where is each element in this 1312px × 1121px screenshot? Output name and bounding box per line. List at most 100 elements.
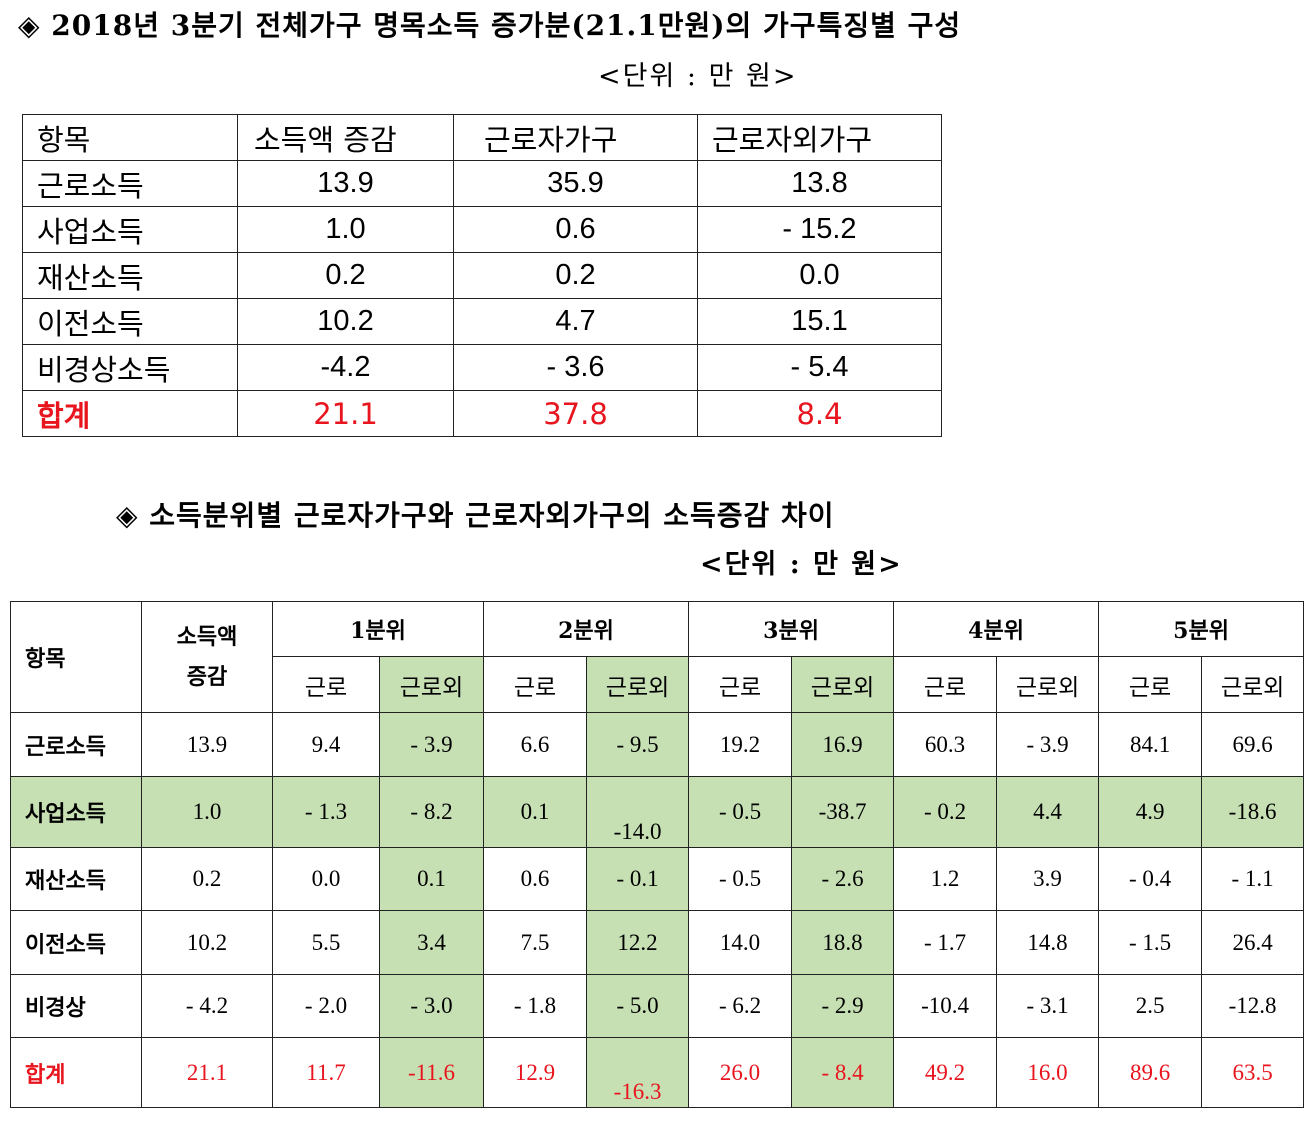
cell-income-change: 0.2	[237, 252, 454, 299]
table-row: 이전소득 10.2 5.5 3.4 7.5 12.2 14.0 18.8 - 1…	[10, 910, 1305, 975]
cell-income-change: 21.1	[237, 390, 454, 437]
cell-value: 89.6	[1098, 1037, 1203, 1108]
household-composition-table: 항목 소득액 증감 근로자가구 근로자외가구 근로소득 13.9 35.9 13…	[22, 114, 942, 437]
section1-title: ◈ 2018년 3분기 전체가구 명목소득 증가분(21.1만원)의 가구특징별…	[18, 9, 962, 42]
cell-income-change: -4.2	[237, 344, 454, 391]
cell-value: 0.2	[141, 847, 273, 911]
cell-value: - 6.2	[688, 974, 793, 1038]
header-quintile-3: 3분위	[688, 601, 895, 657]
cell-value: 4.9	[1098, 776, 1203, 848]
subheader-worker: 근로	[688, 656, 793, 713]
table-row: 비경상소득 -4.2 - 3.6 - 5.4	[22, 344, 942, 391]
cell-value: 16.0	[996, 1037, 1100, 1108]
row-label-total: 합계	[10, 1037, 142, 1108]
cell-value: -14.0	[586, 776, 690, 848]
subheader-nonworker: 근로외	[586, 656, 690, 713]
cell-worker: 0.6	[453, 206, 698, 253]
table-header-row: 항목 소득액 증감 근로자가구 근로자외가구	[22, 114, 942, 161]
cell-worker: 0.2	[453, 252, 698, 299]
row-label: 비경상소득	[22, 344, 238, 391]
header-worker-household: 근로자가구	[453, 114, 698, 161]
cell-income-change: 10.2	[237, 298, 454, 345]
cell-value: - 1.5	[1098, 910, 1203, 975]
cell-value: 49.2	[893, 1037, 998, 1108]
row-label: 이전소득	[10, 910, 142, 975]
cell-value: 13.9	[141, 712, 273, 777]
cell-value: 84.1	[1098, 712, 1203, 777]
cell-value: - 1.3	[272, 776, 380, 848]
subheader-worker: 근로	[893, 656, 998, 713]
cell-value: 19.2	[688, 712, 793, 777]
row-label: 이전소득	[22, 298, 238, 345]
cell-value: - 0.1	[586, 847, 690, 911]
cell-value: - 8.2	[378, 776, 485, 848]
table-row: 사업소득 1.0 - 1.3 - 8.2 0.1 -14.0 - 0.5 -38…	[10, 776, 1305, 848]
table-row: 근로소득 13.9 9.4 - 3.9 6.6 - 9.5 19.2 16.9 …	[10, 712, 1305, 777]
cell-value: 63.5	[1201, 1037, 1305, 1108]
subheader-nonworker: 근로외	[791, 656, 895, 713]
row-label: 사업소득	[10, 776, 142, 848]
row-label: 비경상	[10, 974, 142, 1038]
cell-value: 3.9	[996, 847, 1100, 911]
cell-value: - 2.6	[791, 847, 895, 911]
subheader-worker: 근로	[272, 656, 380, 713]
subheader-worker: 근로	[483, 656, 588, 713]
cell-income-change: 1.0	[237, 206, 454, 253]
cell-value: 12.9	[483, 1037, 588, 1108]
row-label: 근로소득	[10, 712, 142, 777]
header-income-change-label: 소득액 증감	[176, 624, 238, 690]
cell-income-change: 13.9	[237, 160, 454, 207]
cell-nonworker: 0.0	[697, 252, 942, 299]
cell-value: - 4.2	[141, 974, 273, 1038]
subheader-nonworker: 근로외	[1201, 656, 1305, 713]
subheader-worker: 근로	[1098, 656, 1203, 713]
cell-value: - 1.7	[893, 910, 998, 975]
header-income-change: 소득액 증감	[141, 601, 273, 713]
cell-value: - 0.5	[688, 847, 793, 911]
section2-title: ◈ 소득분위별 근로자가구와 근로자외가구의 소득증감 차이	[116, 499, 835, 532]
header-quintile-4: 4분위	[893, 601, 1100, 657]
cell-worker: 35.9	[453, 160, 698, 207]
cell-value: 10.2	[141, 910, 273, 975]
cell-value: - 0.2	[893, 776, 998, 848]
cell-nonworker: - 15.2	[697, 206, 942, 253]
row-label-total: 합계	[22, 390, 238, 437]
cell-value: - 3.0	[378, 974, 485, 1038]
cell-value: 6.6	[483, 712, 588, 777]
table-header-row: 항목 소득액 증감 1분위 2분위 3분위 4분위 5분위	[10, 601, 1305, 713]
header-item: 항목	[22, 114, 238, 161]
row-label: 사업소득	[22, 206, 238, 253]
cell-value: - 2.0	[272, 974, 380, 1038]
table-row: 사업소득 1.0 0.6 - 15.2	[22, 206, 942, 253]
cell-value: -12.8	[1201, 974, 1305, 1038]
cell-nonworker: - 5.4	[697, 344, 942, 391]
table-row: 비경상 - 4.2 - 2.0 - 3.0 - 1.8 - 5.0 - 6.2 …	[10, 974, 1305, 1038]
section1-unit-label: <단위 : 만 원>	[598, 61, 798, 92]
subheader-nonworker: 근로외	[378, 656, 485, 713]
table-row: 재산소득 0.2 0.0 0.1 0.6 - 0.1 - 0.5 - 2.6 1…	[10, 847, 1305, 911]
cell-value: - 5.0	[586, 974, 690, 1038]
cell-value: 1.0	[141, 776, 273, 848]
header-quintile-1: 1분위	[271, 601, 485, 657]
subheader-nonworker: 근로외	[996, 656, 1100, 713]
cell-value: 2.5	[1098, 974, 1203, 1038]
cell-value: 26.4	[1201, 910, 1305, 975]
cell-value: 0.1	[378, 847, 485, 911]
cell-value: 26.0	[688, 1037, 793, 1108]
cell-worker: 4.7	[453, 298, 698, 345]
cell-value: -18.6	[1201, 776, 1305, 848]
table-total-row: 합계 21.1 37.8 8.4	[22, 390, 942, 437]
cell-worker: - 3.6	[453, 344, 698, 391]
cell-value: - 1.1	[1201, 847, 1305, 911]
cell-value: 21.1	[141, 1037, 273, 1108]
quintile-comparison-table: 항목 소득액 증감 1분위 2분위 3분위 4분위 5분위 근로 근로외 근로 …	[10, 601, 1305, 1108]
cell-value: 18.8	[791, 910, 895, 975]
cell-value: 14.0	[688, 910, 793, 975]
section2-unit-label: <단위 : 만 원>	[700, 549, 903, 580]
table-row: 이전소득 10.2 4.7 15.1	[22, 298, 942, 345]
header-quintile-5: 5분위	[1098, 601, 1305, 657]
cell-value: -16.3	[586, 1037, 690, 1108]
cell-value: 4.4	[996, 776, 1100, 848]
table-row: 근로소득 13.9 35.9 13.8	[22, 160, 942, 207]
cell-nonworker: 15.1	[697, 298, 942, 345]
